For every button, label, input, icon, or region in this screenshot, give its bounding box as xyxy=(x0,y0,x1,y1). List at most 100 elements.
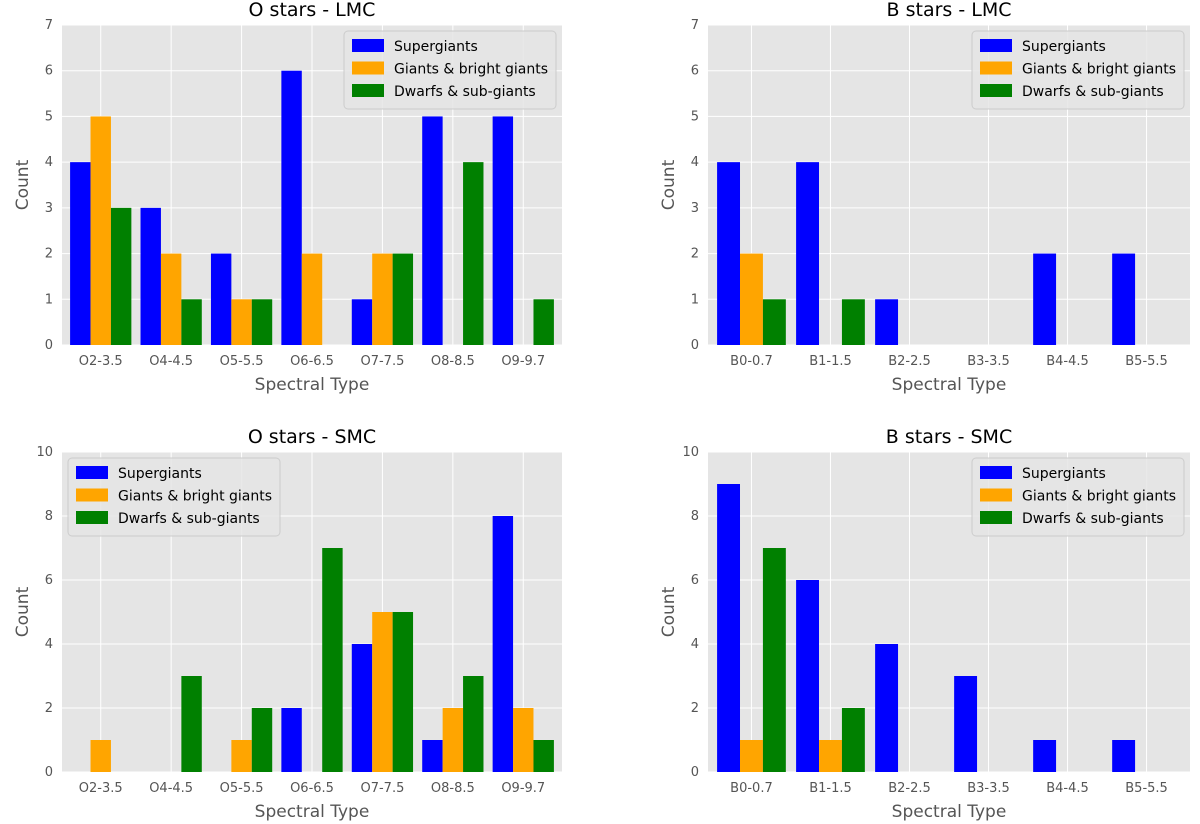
bar-giants-and-bright-giants-b1-1-5 xyxy=(819,740,842,772)
bar-supergiants-b4-4-5 xyxy=(1033,740,1057,772)
y-tick-label: 5 xyxy=(45,109,53,124)
y-axis-label: Count xyxy=(13,586,33,637)
legend-swatch-dwarfs-and-sub-giants xyxy=(980,84,1012,97)
x-tick-label: B3-3.5 xyxy=(967,354,1010,369)
legend-swatch-dwarfs-and-sub-giants xyxy=(352,84,384,97)
y-tick-label: 8 xyxy=(691,509,699,524)
y-tick-label: 4 xyxy=(45,155,53,170)
chart-title: O stars - SMC xyxy=(248,426,376,448)
y-axis-label: Count xyxy=(13,159,33,210)
legend-label-supergiants: Supergiants xyxy=(1022,39,1106,55)
legend: Supergiants Giants & bright giants Dwarfs … xyxy=(67,457,281,537)
y-tick-label: 0 xyxy=(691,338,699,353)
y-tick-label: 4 xyxy=(45,637,53,652)
bar-giants-and-bright-giants-o7-7-5 xyxy=(372,253,393,345)
y-tick-label: 3 xyxy=(691,201,699,216)
y-tick-label: 5 xyxy=(691,109,699,124)
x-tick-label: B0-0.7 xyxy=(730,354,773,369)
bar-dwarfs-and-sub-giants-o4-4-5 xyxy=(181,299,202,345)
x-tick-label: B4-4.5 xyxy=(1046,354,1089,369)
legend-label-supergiants: Supergiants xyxy=(1022,466,1106,482)
x-tick-label: B5-5.5 xyxy=(1125,781,1168,796)
bar-supergiants-b5-5-5 xyxy=(1112,740,1136,772)
x-tick-label: O8-8.5 xyxy=(431,781,475,796)
chart-3-o-stars-smc: 0 2 4 6 8 10 O2-3.5 O4-4.5 O5-5.5 O6-6.5 O7-7.5 O8-… xyxy=(13,426,562,822)
bar-dwarfs-and-sub-giants-o9-9-7 xyxy=(533,299,554,345)
x-tick-label: O5-5.5 xyxy=(220,781,264,796)
x-tick-label: O2-3.5 xyxy=(79,781,123,796)
bar-supergiants-b3-3-5 xyxy=(954,676,978,772)
x-tick-label: O7-7.5 xyxy=(360,354,404,369)
y-tick-label: 1 xyxy=(45,292,53,307)
x-tick-label: O6-6.5 xyxy=(290,781,334,796)
x-tick-label: O9-9.7 xyxy=(501,354,545,369)
bar-dwarfs-and-sub-giants-o9-9-7 xyxy=(533,740,554,772)
x-tick-label: O4-4.5 xyxy=(149,354,193,369)
bar-supergiants-o8-8-5 xyxy=(422,116,443,345)
x-axis-label: Spectral Type xyxy=(255,802,370,822)
legend-swatch-giants-and-bright-giants xyxy=(980,488,1012,502)
x-tick-label: B0-0.7 xyxy=(730,781,773,796)
y-axis-label: Count xyxy=(659,586,679,637)
bar-dwarfs-and-sub-giants-b1-1-5 xyxy=(841,708,865,772)
bar-supergiants-o6-6-5 xyxy=(281,708,302,772)
bar-supergiants-o8-8-5 xyxy=(422,740,443,772)
bar-giants-and-bright-giants-o9-9-7 xyxy=(513,708,534,772)
y-tick-label: 1 xyxy=(691,292,699,307)
legend: Supergiants Giants & bright giants Dwarfs … xyxy=(343,30,557,110)
x-tick-label: O8-8.5 xyxy=(431,354,475,369)
bar-dwarfs-and-sub-giants-o7-7-5 xyxy=(392,612,414,772)
chart-2-b-stars-lmc: 0 1 2 3 4 5 6 7 B0-0.7 B1-1.5 B2-2.5 B3-3.5 B4-4.5 B5… xyxy=(659,0,1190,395)
legend-box xyxy=(343,30,557,110)
bar-dwarfs-and-sub-giants-o5-5-5 xyxy=(251,708,273,772)
y-tick-label: 4 xyxy=(691,155,699,170)
bar-giants-and-bright-giants-o4-4-5 xyxy=(160,253,182,345)
y-tick-label: 0 xyxy=(45,765,53,780)
legend-swatch-giants-and-bright-giants xyxy=(352,61,384,75)
bar-supergiants-b4-4-5 xyxy=(1033,253,1057,345)
bar-supergiants-b2-2-5 xyxy=(875,299,899,345)
y-tick-label: 6 xyxy=(45,64,53,79)
x-axis-label: Spectral Type xyxy=(255,375,370,395)
y-tick-label: 6 xyxy=(45,573,53,588)
bar-giants-and-bright-giants-o5-5-5 xyxy=(231,740,252,772)
bar-giants-and-bright-giants-o7-7-5 xyxy=(372,612,393,772)
legend-box xyxy=(971,457,1185,537)
y-tick-label: 10 xyxy=(682,445,699,460)
legend-box xyxy=(67,457,281,537)
bar-supergiants-o9-9-7 xyxy=(492,516,514,772)
chart-1-o-stars-lmc: 0 1 2 3 4 5 6 7 O2-3.5 O4-4.5 O5-5.5 O6-6.5 O7-7.5 O8… xyxy=(13,0,562,395)
bar-supergiants-b0-0-7 xyxy=(717,162,741,345)
x-tick-label: B3-3.5 xyxy=(967,781,1010,796)
y-tick-label: 2 xyxy=(45,701,53,716)
legend: Supergiants Giants & bright giants Dwarfs … xyxy=(971,30,1185,110)
bar-dwarfs-and-sub-giants-o7-7-5 xyxy=(392,253,414,345)
x-tick-label: B1-1.5 xyxy=(809,781,852,796)
x-tick-label: B5-5.5 xyxy=(1125,354,1168,369)
bar-dwarfs-and-sub-giants-o2-3-5 xyxy=(110,207,132,345)
x-tick-label: B4-4.5 xyxy=(1046,781,1089,796)
bar-supergiants-b1-1-5 xyxy=(796,580,820,772)
x-axis-label: Spectral Type xyxy=(892,375,1007,395)
chart-4-b-stars-smc: 0 2 4 6 8 10 B0-0.7 B1-1.5 B2-2.5 B3-3.5 B4-4.5 B5-… xyxy=(659,426,1190,822)
legend-box xyxy=(971,30,1185,110)
x-tick-label: O7-7.5 xyxy=(360,781,404,796)
legend-swatch-supergiants xyxy=(980,39,1012,52)
y-axis-label: Count xyxy=(659,159,679,210)
y-tick-label: 0 xyxy=(45,338,53,353)
bar-giants-and-bright-giants-o5-5-5 xyxy=(231,299,252,345)
bar-supergiants-o6-6-5 xyxy=(281,70,302,345)
bar-dwarfs-and-sub-giants-o6-6-5 xyxy=(322,548,343,772)
legend-swatch-supergiants xyxy=(76,466,108,479)
y-tick-label: 2 xyxy=(691,701,699,716)
bar-giants-and-bright-giants-b0-0-7 xyxy=(740,253,763,345)
bar-supergiants-o9-9-7 xyxy=(492,116,514,345)
bar-dwarfs-and-sub-giants-o5-5-5 xyxy=(251,299,273,345)
y-tick-label: 7 xyxy=(45,18,53,33)
legend-label-supergiants: Supergiants xyxy=(118,466,202,482)
y-tick-label: 10 xyxy=(36,445,53,460)
x-tick-label: O5-5.5 xyxy=(220,354,264,369)
y-tick-label: 7 xyxy=(691,18,699,33)
legend-swatch-dwarfs-and-sub-giants xyxy=(76,511,108,524)
